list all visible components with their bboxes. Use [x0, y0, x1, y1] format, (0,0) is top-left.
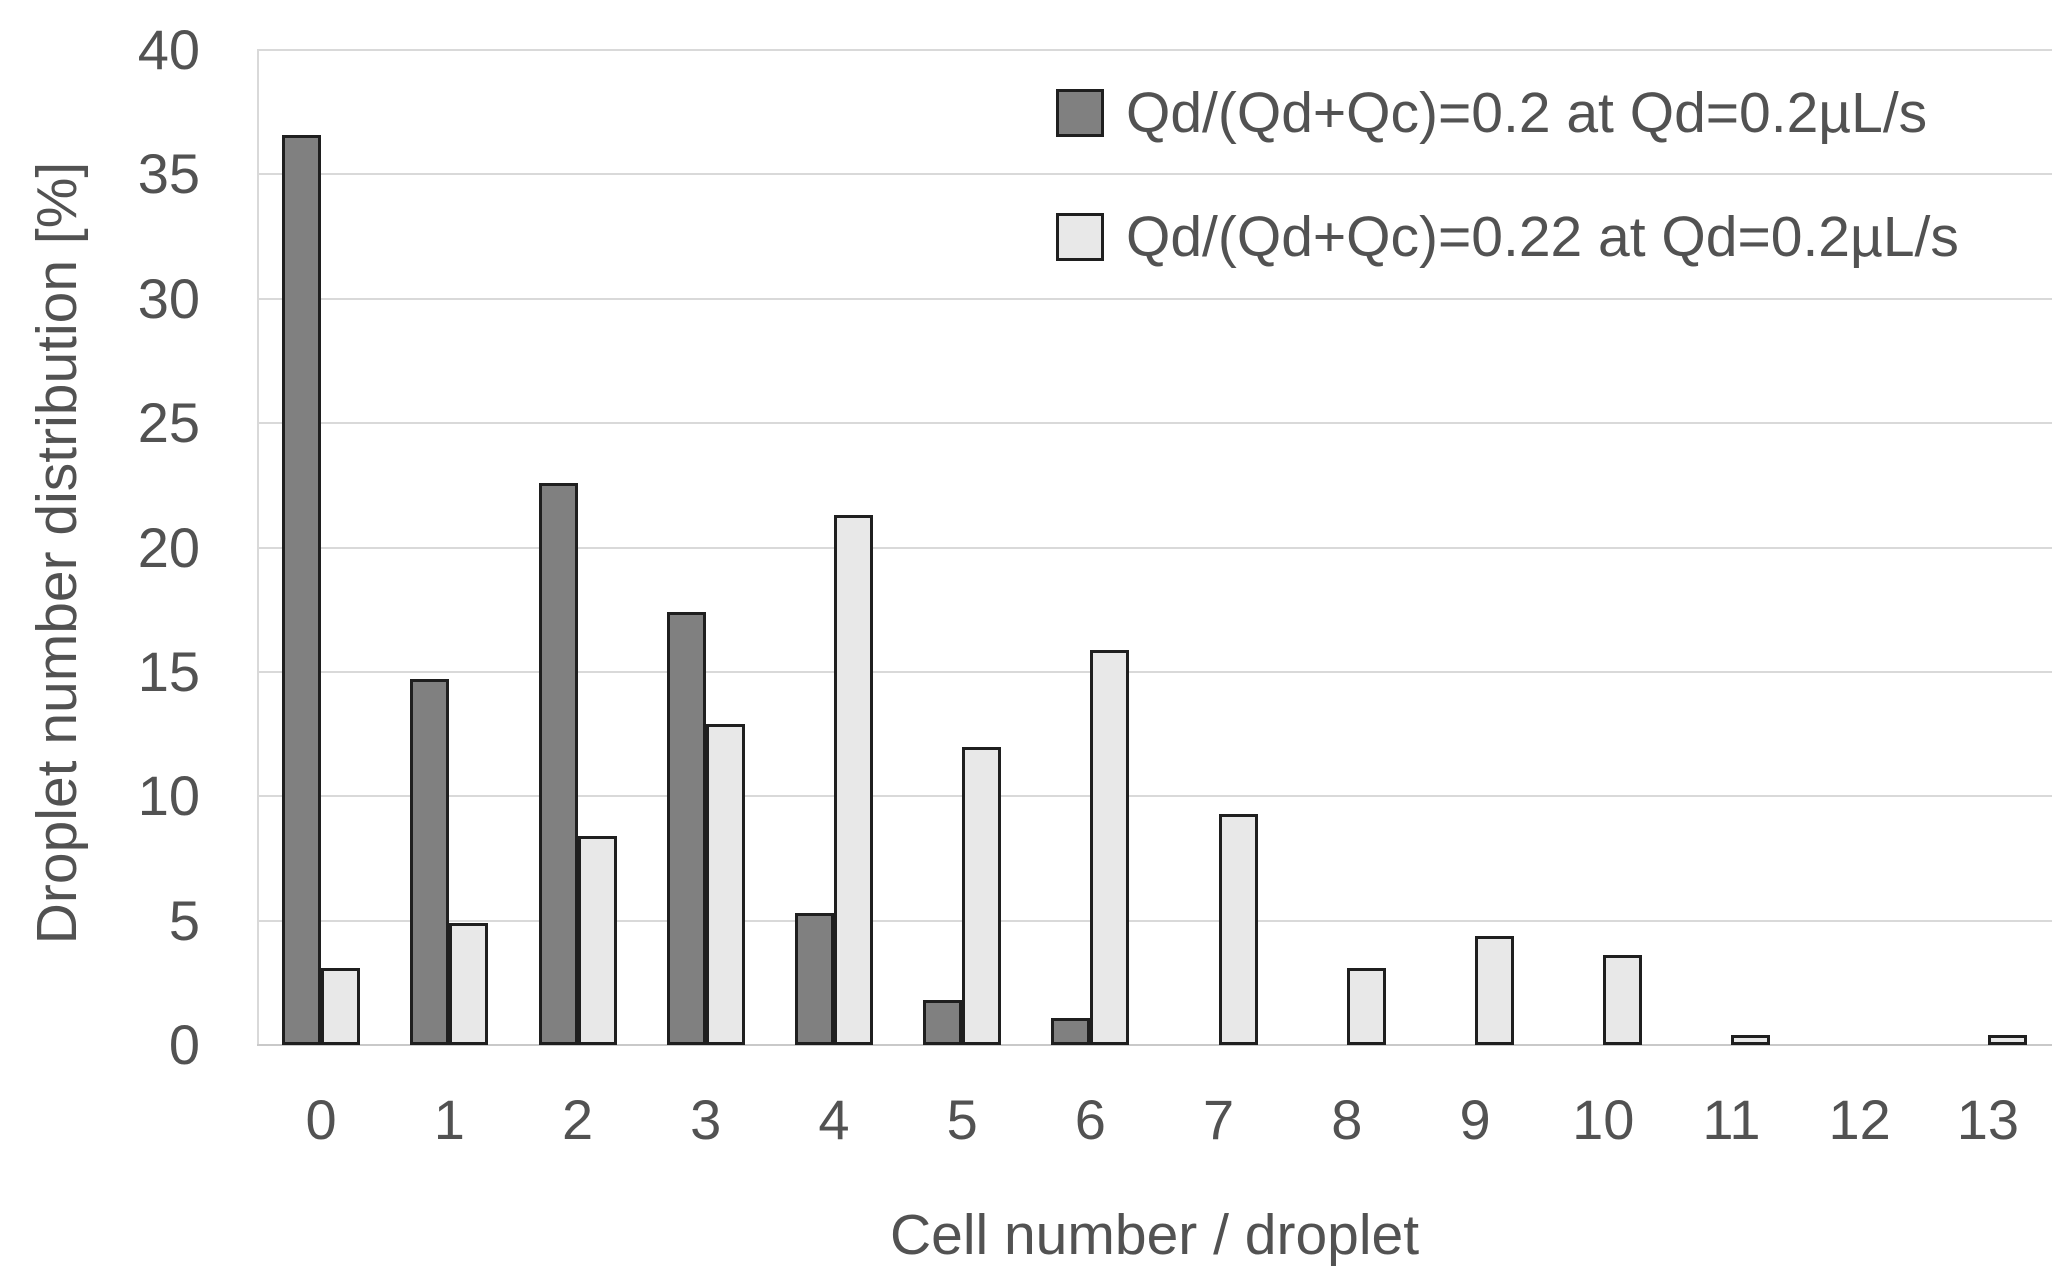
x-tick-label-2: 2 [561, 1088, 594, 1151]
x-tick-label-10: 10 [1572, 1088, 1635, 1151]
bar-series1-cat7 [1218, 813, 1258, 1045]
bar-series1-cat11 [1731, 1035, 1771, 1045]
gridline-35 [257, 173, 2052, 176]
y-tick-label-10: 10 [137, 764, 200, 828]
bar-series1-cat6 [1090, 649, 1130, 1045]
y-tick-label-40: 40 [137, 18, 200, 81]
x-tick-label-11: 11 [1702, 1088, 1761, 1151]
bar-series0-cat2 [538, 482, 578, 1045]
x-tick-label-5: 5 [946, 1088, 978, 1151]
bar-series0-cat6 [1051, 1017, 1091, 1045]
y-tick-label-25: 25 [137, 391, 200, 455]
x-tick-label-13: 13 [1956, 1088, 2020, 1151]
legend: Qd/(Qd+Qc)=0.2 at Qd=0.2µL/s Qd/(Qd+Qc)=… [1056, 84, 1959, 332]
gridline-20 [257, 546, 2052, 549]
bar-series1-cat0 [321, 967, 361, 1045]
bar-series0-cat4 [794, 913, 834, 1045]
x-tick-label-9: 9 [1459, 1088, 1491, 1151]
legend-item-series-0: Qd/(Qd+Qc)=0.2 at Qd=0.2µL/s [1056, 84, 1959, 142]
x-tick-label-8: 8 [1331, 1088, 1363, 1151]
gridline-30 [257, 297, 2052, 300]
gridline-25 [257, 422, 2052, 425]
bar-series1-cat5 [962, 746, 1002, 1045]
x-tick-label-12: 12 [1828, 1088, 1891, 1151]
legend-label-series-0: Qd/(Qd+Qc)=0.2 at Qd=0.2µL/s [1126, 81, 1928, 145]
legend-swatch-series-1 [1056, 213, 1104, 261]
plot-area [257, 49, 2052, 1046]
bar-series0-cat0 [282, 134, 322, 1045]
bar-series1-cat1 [449, 923, 489, 1045]
y-tick-label-20: 20 [137, 515, 200, 579]
x-tick-label-4: 4 [818, 1088, 850, 1151]
y-tick-label-15: 15 [137, 639, 200, 703]
bar-series1-cat2 [577, 836, 617, 1045]
y-tick-label-35: 35 [137, 142, 200, 206]
legend-swatch-series-0 [1056, 89, 1104, 137]
legend-item-series-1: Qd/(Qd+Qc)=0.22 at Qd=0.2µL/s [1056, 208, 1959, 266]
bar-series1-cat10 [1603, 955, 1643, 1045]
bar-series1-cat4 [833, 515, 873, 1045]
bar-series1-cat13 [1987, 1035, 2027, 1045]
x-tick-label-3: 3 [690, 1088, 722, 1151]
bar-series1-cat9 [1475, 935, 1515, 1045]
x-axis-title: Cell number / droplet [889, 1203, 1420, 1267]
x-tick-label-7: 7 [1203, 1088, 1235, 1151]
y-tick-label-30: 30 [137, 266, 200, 330]
bar-series1-cat8 [1346, 967, 1386, 1045]
gridline-5 [257, 919, 2052, 922]
gridline-40 [257, 49, 2052, 51]
x-tick-label-0: 0 [305, 1088, 337, 1151]
bar-series0-cat5 [923, 1000, 963, 1045]
bar-series1-cat3 [705, 724, 745, 1045]
x-tick-label-6: 6 [1074, 1088, 1106, 1151]
bar-series0-cat3 [666, 612, 706, 1045]
y-tick-label-5: 5 [168, 888, 200, 952]
gridline-10 [257, 795, 2052, 798]
gridline-15 [257, 670, 2052, 673]
x-axis-line [257, 1044, 2052, 1046]
bar-series0-cat1 [410, 679, 450, 1045]
legend-label-series-1: Qd/(Qd+Qc)=0.22 at Qd=0.2µL/s [1126, 205, 1959, 269]
y-tick-label-0: 0 [168, 1013, 200, 1076]
x-tick-label-1: 1 [433, 1088, 465, 1151]
